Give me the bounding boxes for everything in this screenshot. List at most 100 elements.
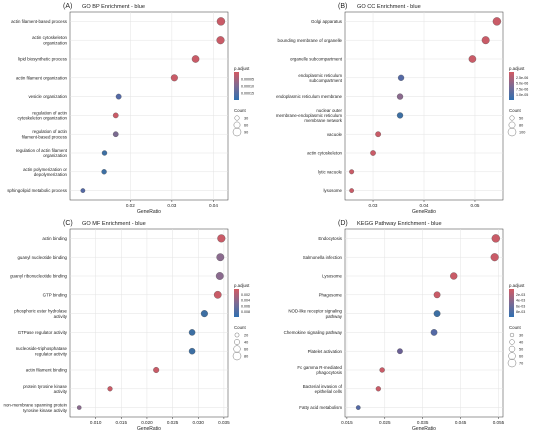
- data-point: [375, 131, 381, 138]
- term-label-line: organelle subcompartment: [290, 57, 343, 62]
- x-axis-label: GeneRatio: [137, 426, 161, 432]
- term-label-line: GTP binding: [43, 292, 68, 297]
- data-point: [215, 272, 224, 280]
- term-label-line: regulator activity: [35, 351, 68, 356]
- plot-area: [344, 228, 504, 418]
- term-label-line: Phagosome: [319, 292, 343, 297]
- term-label: lysosome: [323, 188, 342, 193]
- data-point: [433, 310, 441, 317]
- term-label-line: actin cytoskeleton: [32, 35, 67, 40]
- x-tick-label: 0.035: [218, 420, 230, 425]
- term-label-line: GTPase regulator activity: [18, 330, 68, 335]
- size-legend-label: 30: [244, 117, 248, 121]
- term-label-line: organization: [43, 153, 67, 158]
- term-label: Bacterial invasion of epithelial cells: [303, 384, 343, 394]
- data-point: [396, 112, 404, 119]
- term-label-line: epithelial cells: [315, 389, 343, 394]
- term-label-line: endoplasmic reticulum: [298, 73, 342, 78]
- panel-label: (D): [338, 220, 348, 227]
- term-label-line: phosphoric ester hydrolase: [14, 309, 67, 314]
- term-label: guanyl ribonucleotide binding: [10, 274, 67, 279]
- term-label: regulation of actin filament organization: [16, 148, 68, 158]
- color-legend-title: p.adjust: [234, 283, 250, 288]
- chart-title: KEGG Pathway Enrichment - blue: [357, 221, 442, 227]
- size-legend-label: 50: [519, 348, 523, 352]
- size-legend-title: Count: [234, 108, 246, 113]
- color-legend-tick: 0.00015: [241, 92, 254, 96]
- term-label-line: activity: [54, 389, 68, 394]
- color-legend-title: p.adjust: [509, 66, 525, 71]
- data-point: [481, 36, 490, 45]
- data-point: [397, 74, 405, 81]
- size-legend-label: 80: [519, 124, 523, 128]
- term-label-line: Chemokine signaling pathway: [284, 330, 343, 335]
- color-legend-tick: 2.5e-06: [516, 76, 528, 80]
- x-tick-label: 0.015: [116, 420, 128, 425]
- term-label: endoplasmic reticulum subcompartment: [298, 73, 342, 83]
- data-point: [433, 291, 441, 299]
- chart-svg: Endocytosis Salmonella infection Lysosome P…: [284, 228, 525, 432]
- term-label-line: vesicle organization: [28, 94, 67, 99]
- data-point: [191, 55, 200, 63]
- term-label-line: cytoskeleton organization: [17, 116, 67, 121]
- term-label: actin filament binding: [26, 368, 68, 373]
- color-legend-bar: [509, 72, 514, 100]
- term-label-line: actin filament organization: [16, 75, 68, 80]
- x-tick-label: 0.04: [420, 203, 429, 208]
- data-point: [216, 17, 226, 26]
- chart-title: GO MF Enrichment - blue: [82, 221, 146, 227]
- data-point: [115, 93, 122, 100]
- color-legend-tick: 5.0e-06: [516, 82, 528, 86]
- term-label: Platelet activation: [308, 349, 343, 354]
- term-label-line: Salmonella infection: [303, 255, 343, 260]
- term-label-line: regulation of actin filament: [16, 148, 68, 153]
- color-legend-tick: 0.004: [241, 299, 250, 303]
- panel-label: (A): [63, 3, 73, 10]
- size-legend-label: 20: [244, 334, 248, 338]
- x-tick-label: 0.05: [470, 203, 479, 208]
- plot-area: [69, 228, 229, 418]
- term-label-line: activity: [54, 314, 68, 319]
- size-legend-circle: [508, 352, 516, 360]
- term-label: Endocytosis: [318, 236, 342, 241]
- chart-svg: actin binding guanyl nucleotide binding gu…: [4, 228, 250, 432]
- color-legend-bar: [234, 289, 239, 317]
- panel-b: (B) GO CC Enrichment - blue Golgi apparatu…: [275, 0, 550, 217]
- term-label: Lysosome: [322, 274, 342, 279]
- term-label: lipid biosynthetic process: [18, 57, 68, 62]
- size-legend-circle: [508, 121, 516, 129]
- term-label-line: Endocytosis: [318, 236, 342, 241]
- x-tick-label: 0.025: [167, 420, 179, 425]
- x-tick-label: 0.03: [369, 203, 378, 208]
- term-label-line: guanyl ribonucleotide binding: [10, 274, 67, 279]
- term-label-line: phagocytosis: [316, 370, 342, 375]
- term-label: vesicle organization: [28, 94, 67, 99]
- data-point: [375, 386, 381, 392]
- size-legend-circle: [233, 121, 241, 129]
- color-legend-tick: 2e-03: [516, 293, 525, 297]
- data-point: [101, 169, 107, 175]
- color-legend-title: p.adjust: [234, 66, 250, 71]
- data-point: [216, 253, 225, 262]
- term-label-line: Lysosome: [322, 274, 342, 279]
- chart-title: GO BP Enrichment - blue: [82, 4, 146, 10]
- size-legend-label: 60: [244, 124, 248, 128]
- term-label: actin binding: [42, 236, 67, 241]
- data-point: [217, 234, 226, 243]
- term-label-line: bounding membrane of organelle: [278, 38, 343, 43]
- term-label-line: nuclear outer: [316, 108, 342, 113]
- term-label: actin filament organization: [16, 75, 68, 80]
- size-legend-label: 40: [244, 341, 248, 345]
- size-legend-circle: [232, 351, 242, 361]
- size-legend-label: 70: [519, 362, 523, 366]
- term-label-line: depolymerization: [34, 172, 68, 177]
- color-legend-tick: 0.006: [241, 304, 250, 308]
- term-label: GTPase regulator activity: [18, 330, 68, 335]
- x-axis-label: GeneRatio: [412, 426, 436, 432]
- chart-title: GO CC Enrichment - blue: [357, 4, 421, 10]
- term-label-line: Platelet activation: [308, 349, 343, 354]
- color-legend-tick: 0.002: [241, 293, 250, 297]
- data-point: [188, 329, 196, 336]
- panel-label: (B): [338, 3, 348, 10]
- size-legend-circle: [507, 358, 517, 368]
